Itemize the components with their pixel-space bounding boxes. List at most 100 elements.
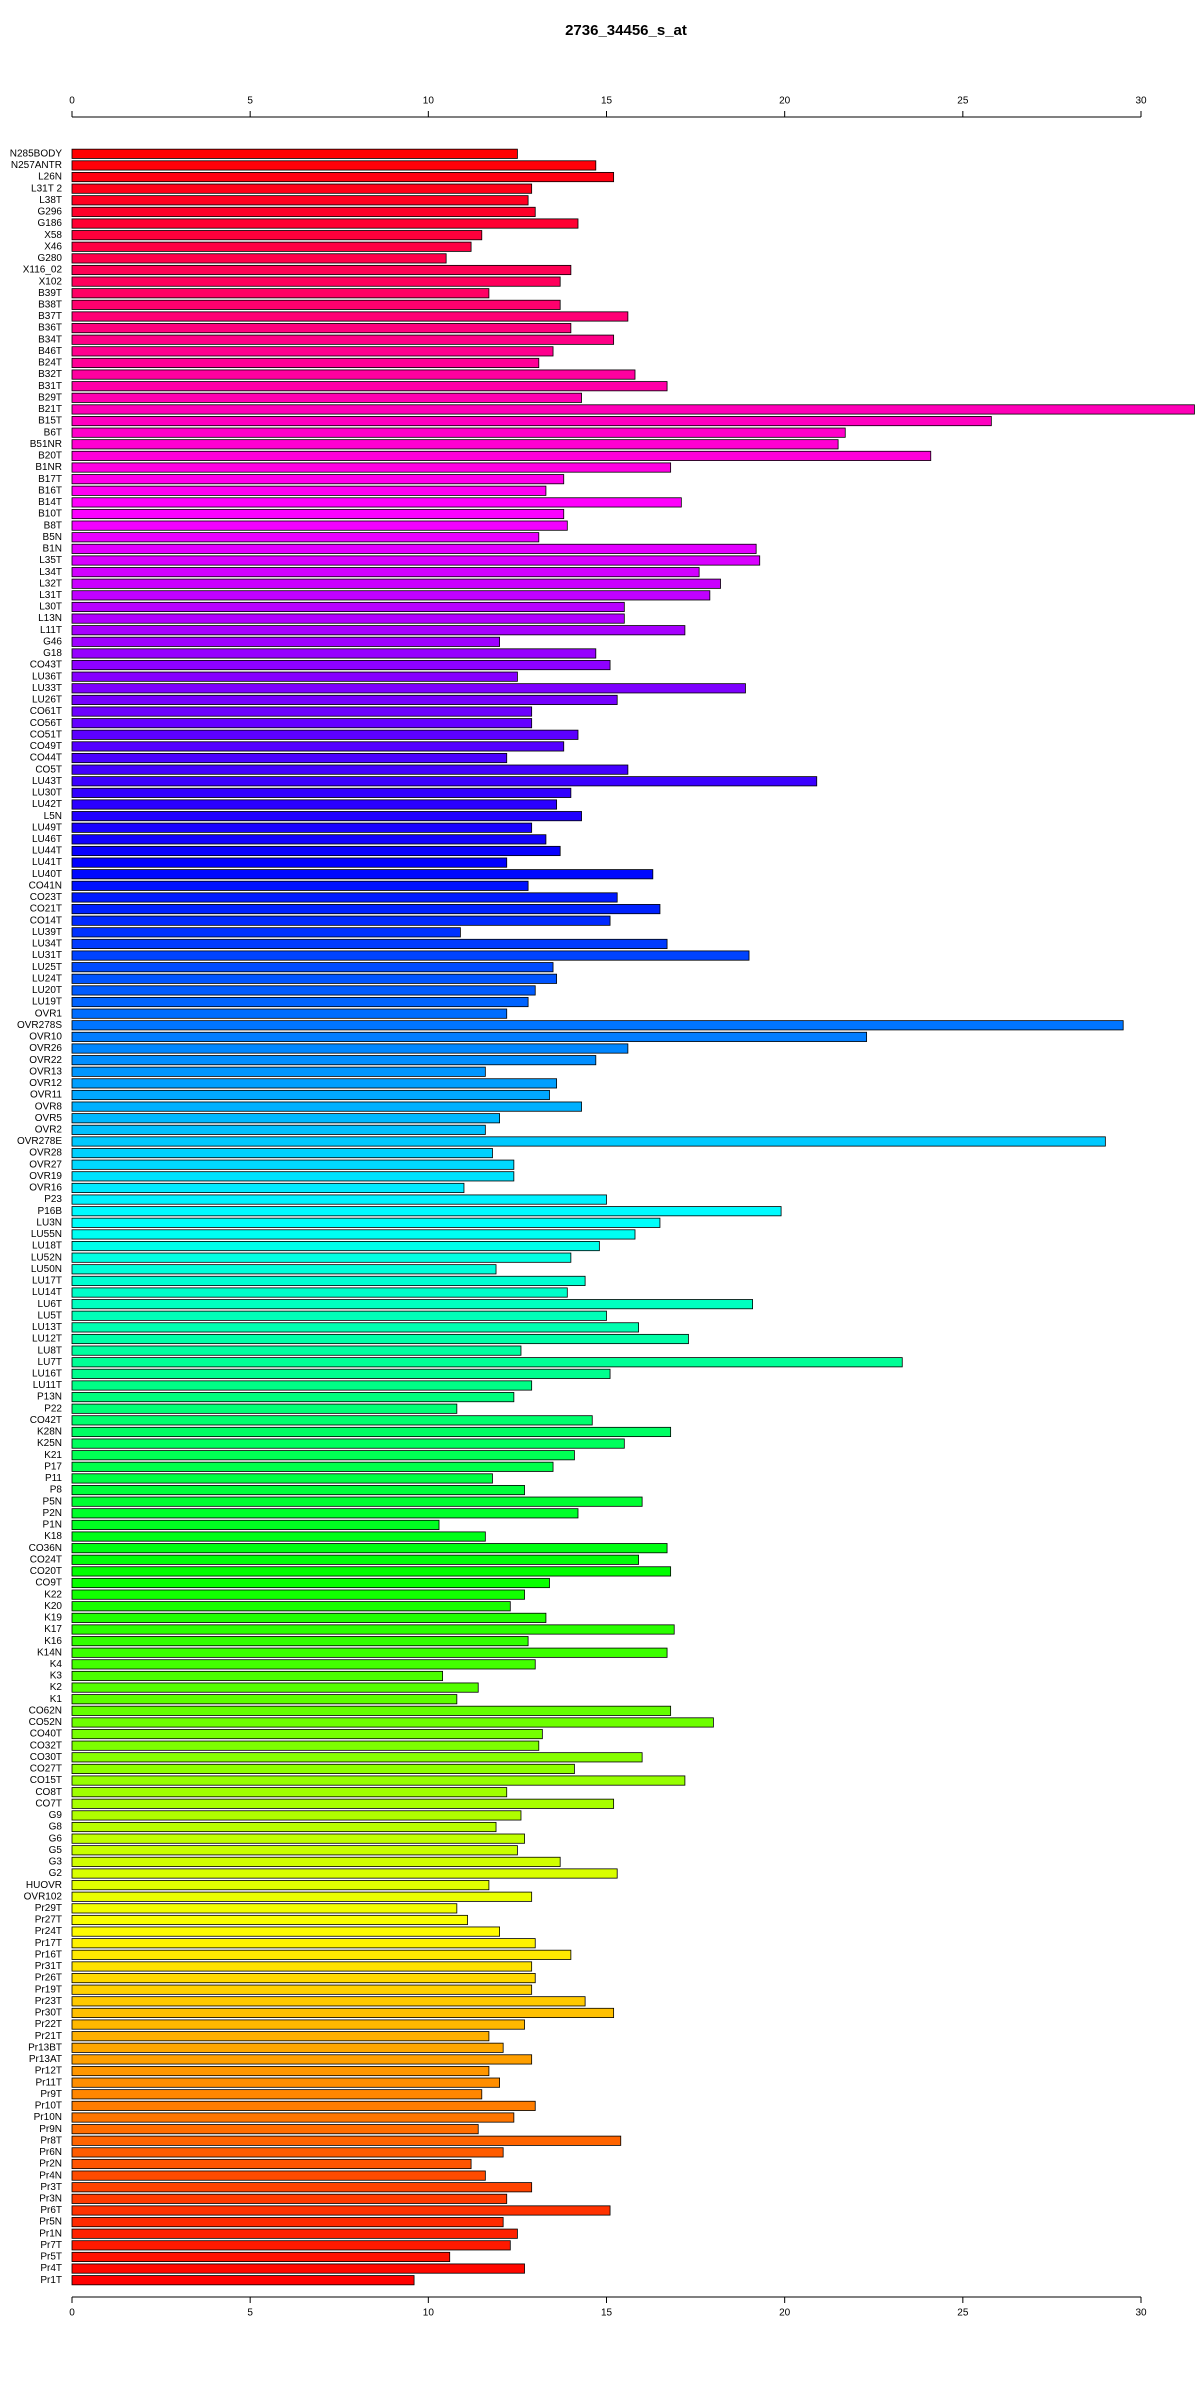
y-tick-label: OVR11 [30, 1090, 62, 1101]
bar [71, 520, 568, 531]
y-tick-label: Pr7T [40, 2240, 62, 2251]
bar [71, 567, 700, 578]
y-tick-label: B39T [38, 288, 62, 299]
y-tick-label: Pr27T [35, 1915, 62, 1926]
x-tick-label: 5 [247, 96, 253, 107]
bar [71, 2124, 479, 2135]
bar [71, 811, 582, 822]
bar [71, 1729, 543, 1740]
bar [71, 776, 818, 787]
bar [71, 439, 839, 450]
bar [71, 2158, 472, 2170]
y-tick-label: OVR278S [17, 1020, 62, 1031]
y-tick-label: Pr17T [35, 1938, 62, 1949]
x-tick-label: 0 [69, 96, 75, 107]
y-tick-label: L34T [39, 567, 62, 578]
y-tick-label: LU17T [32, 1276, 62, 1287]
bar [71, 1368, 611, 1379]
y-tick-label: CO32T [30, 1740, 62, 1751]
bar [71, 1984, 533, 1995]
y-tick-label: CO15T [30, 1775, 62, 1786]
bar [71, 764, 629, 775]
y-tick-label: B38T [38, 300, 62, 311]
bar [71, 1961, 533, 1972]
bar [71, 1973, 536, 1984]
bar [71, 1485, 525, 1496]
bar [71, 741, 565, 752]
y-tick-label: Pr4T [40, 2263, 62, 2274]
y-tick-label: CO40T [30, 1729, 62, 1740]
bar [71, 1089, 550, 1101]
y-tick-label: Pr13AT [29, 2054, 62, 2065]
bar [71, 578, 721, 589]
y-tick-label: G5 [49, 1845, 63, 1856]
bar [71, 927, 461, 938]
bar [71, 2054, 533, 2065]
bar [71, 1554, 639, 1565]
y-tick-label: B10T [38, 509, 62, 520]
bar [71, 311, 629, 322]
y-tick-label: Pr10T [35, 2101, 62, 2112]
bar [71, 996, 529, 1008]
bar [71, 1182, 465, 1193]
y-tick-label: LU41T [32, 857, 62, 868]
y-tick-label: OVR19 [29, 1171, 62, 1182]
bar [71, 2135, 622, 2146]
bar [71, 613, 625, 624]
y-tick-label: L32T [39, 578, 62, 589]
x-tick-label: 20 [779, 96, 791, 107]
bar [71, 2205, 611, 2216]
bar [71, 880, 529, 891]
y-tick-label: L35T [39, 555, 62, 566]
y-tick-label: LU7T [38, 1357, 62, 1368]
bar [71, 1345, 522, 1356]
y-tick-label: K22 [44, 1589, 62, 1600]
y-tick-label: P8 [50, 1485, 63, 1496]
y-tick-label: CO27T [30, 1764, 62, 1775]
bar [71, 1043, 629, 1054]
bar [71, 2019, 525, 2030]
y-tick-label: OVR5 [35, 1113, 63, 1124]
y-tick-label: CO36N [29, 1543, 62, 1554]
y-tick-label: K14N [37, 1647, 62, 1658]
y-tick-label: LU25T [32, 962, 62, 973]
y-tick-label: CO24T [30, 1554, 62, 1565]
y-tick-label: LU33T [32, 683, 62, 694]
bar [71, 1926, 501, 1937]
bar [71, 2263, 525, 2274]
bar [71, 427, 846, 438]
bar [71, 938, 668, 949]
y-tick-label: G2 [49, 1868, 63, 1879]
x-tick-label: 10 [423, 2308, 435, 2319]
x-tick-label: 20 [779, 2308, 791, 2319]
bar [71, 2217, 504, 2228]
chart-title: 2736_34456_s_at [565, 22, 687, 39]
y-tick-label: Pr24T [35, 1926, 62, 1937]
y-tick-label: B6T [44, 427, 62, 438]
x-tick-label: 15 [601, 2308, 613, 2319]
bar [71, 1217, 661, 1228]
y-tick-label: K16 [44, 1636, 62, 1647]
bar [71, 1717, 714, 1728]
bar [71, 904, 661, 915]
y-tick-label: CO51T [30, 729, 62, 740]
y-tick-label: B15T [38, 416, 62, 427]
y-tick-label: K4 [50, 1659, 63, 1670]
bar [71, 1880, 490, 1891]
y-tick-label: Pr10N [34, 2112, 62, 2123]
bar [71, 1787, 508, 1798]
y-tick-label: OVR8 [35, 1101, 63, 1112]
y-tick-label: Pr23T [35, 1996, 62, 2007]
bar [71, 346, 554, 357]
bar [71, 1508, 579, 1519]
bar [71, 1113, 501, 1124]
y-tick-label: G3 [49, 1857, 63, 1868]
bar [71, 648, 597, 659]
bar [71, 1426, 672, 1438]
bar [71, 683, 746, 694]
y-tick-label: P16B [38, 1206, 63, 1217]
bar [71, 1833, 525, 1844]
bar [71, 1821, 497, 1833]
bar [71, 485, 547, 496]
